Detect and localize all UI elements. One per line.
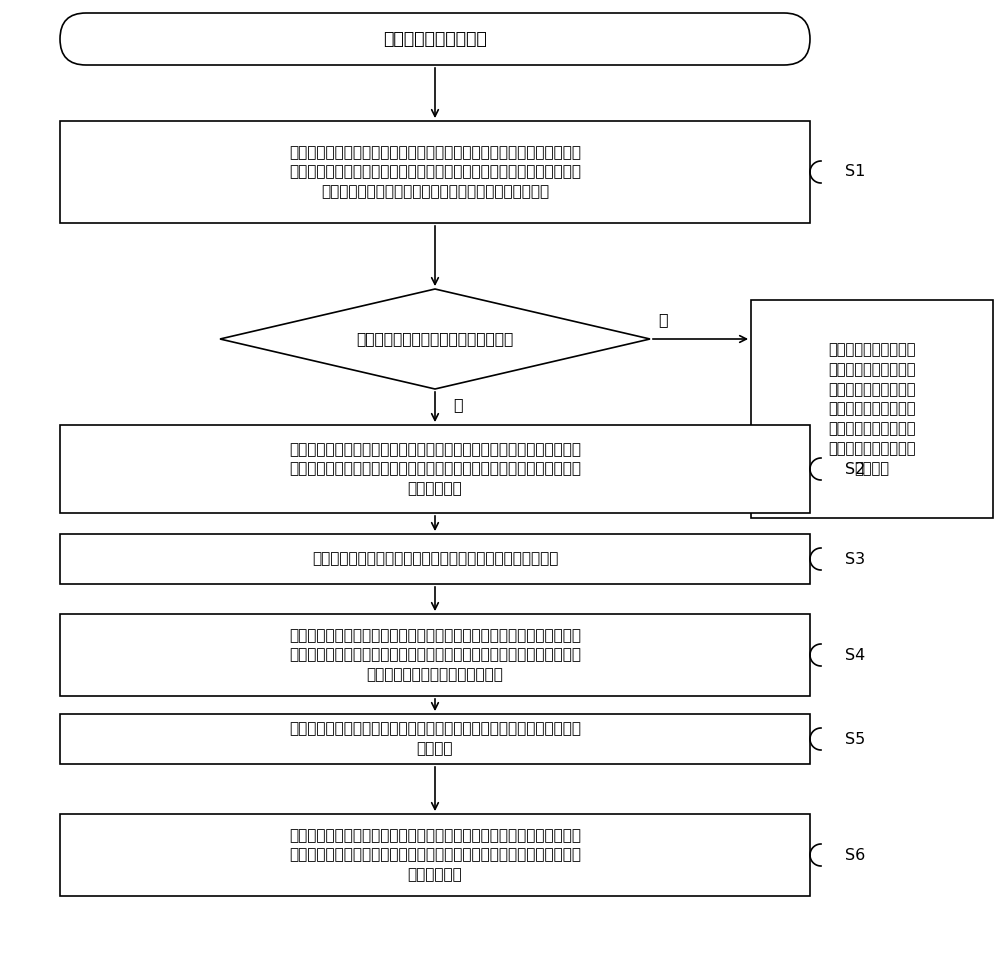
Text: S3: S3 [845,551,865,567]
Text: S6: S6 [845,847,865,863]
Bar [60,121,810,223]
Text: 否: 否 [658,312,668,327]
Text: 判断是否开启通过麦克风输出混合音效: 判断是否开启通过麦克风输出混合音效 [356,331,514,347]
Text: S1: S1 [845,164,865,180]
Bar [751,300,993,518]
Text: 若未开启通过麦克风输
出混合音效，则停止执
行待混合音频数据的混
合处理，当存在进程请
求获取麦克风输出数据
时，直接向进程输出麦
克风数据: 若未开启通过麦克风输 出混合音效，则停止执 行待混合音频数据的混 合处理，当存在… [828,342,916,476]
Bar [60,425,810,513]
Bar [60,534,810,584]
Polygon shape [220,289,650,389]
Text: S5: S5 [845,732,865,746]
Text: 当存在进程请求获取麦克风输出数据时，拦截麦克风所输出的数据，作为
录音数据: 当存在进程请求获取麦克风输出数据时，拦截麦克风所输出的数据，作为 录音数据 [289,722,581,756]
Text: 若判断结果为开启通过麦克风输出混合音效，则根据第一预设公式，将待
混合音频数据进行叠加，得到叠加结果，其中，叠加结果中包括多帧混合
音频样本数据: 若判断结果为开启通过麦克风输出混合音效，则根据第一预设公式，将待 混合音频数据进… [289,442,581,496]
Text: S2: S2 [845,461,865,477]
Text: 从预设的虚拟共享内存中获取基础混合音频数据，将录音数据与基础混合
音频数据进行混合处理，得到目标混合音频数据，且将目标混合音频数据
发送到进程中: 从预设的虚拟共享内存中获取基础混合音频数据，将录音数据与基础混合 音频数据进行混… [289,828,581,882]
Text: 接收用户的音频混合请求，并根据音频混合请求从音频数据库中获取音频
混合请求对应的音频，作为初始音频，且对初始音频进行解码，得到待混
合音频数据，其中，待混合音频: 接收用户的音频混合请求，并根据音频混合请求从音频数据库中获取音频 混合请求对应的… [289,145,581,199]
Bar [60,614,810,696]
Text: 是: 是 [453,397,463,412]
Bar [60,814,810,896]
Text: 用户发起音频混合请求: 用户发起音频混合请求 [383,30,487,48]
FancyBboxPatch shape [60,13,810,65]
Bar [60,714,810,764]
Text: 针对叠加结果中任一帧的混合音频样本数据，计算其输出振幅: 针对叠加结果中任一帧的混合音频样本数据，计算其输出振幅 [312,551,558,567]
Text: S4: S4 [845,648,865,662]
Text: 将输出振幅与预设振幅进行判断，得到比较结果，并基于比较结果，调整
混合音频样本数据的的振幅，得到基础混合音频数据，且将基础混合音频
数据储存于预设的虚拟共享内存: 将输出振幅与预设振幅进行判断，得到比较结果，并基于比较结果，调整 混合音频样本数… [289,627,581,682]
